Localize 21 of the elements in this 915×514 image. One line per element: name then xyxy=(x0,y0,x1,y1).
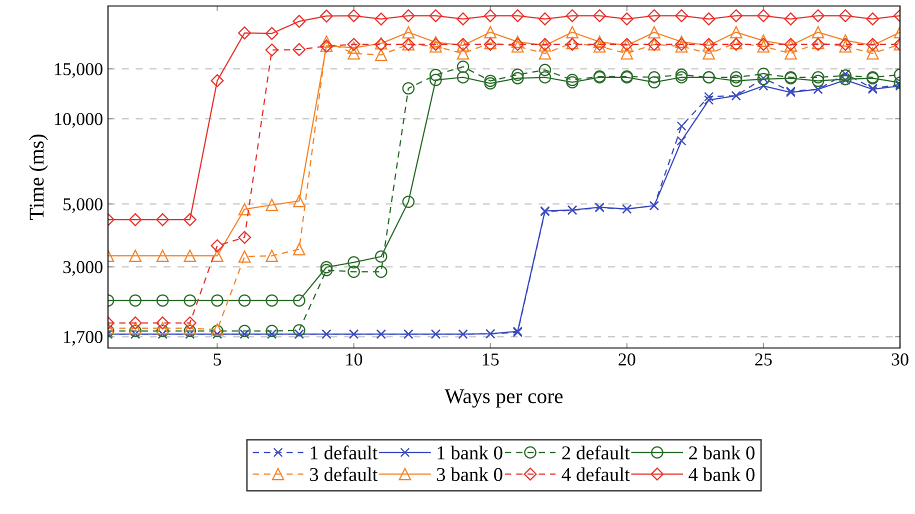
legend-label: 4 default xyxy=(562,467,630,482)
x-tick-label: 25 xyxy=(755,353,772,366)
x-tick-label: 15 xyxy=(482,353,499,366)
x-tick-label: 10 xyxy=(346,353,362,366)
x-tick-label: 30 xyxy=(892,353,908,366)
legend-label: 4 bank 0 xyxy=(688,467,754,482)
x-tick-label: 20 xyxy=(618,353,636,366)
y-tick-label: 3,000 xyxy=(63,261,102,276)
legend-label: 3 default xyxy=(310,467,378,482)
legend-label: 1 bank 0 xyxy=(438,446,502,460)
legend-label: 1 default xyxy=(310,446,378,460)
y-tick-label: 15,000 xyxy=(55,63,102,78)
y-tick-label: 5,000 xyxy=(64,198,102,213)
x-tick-label: 5 xyxy=(214,354,222,366)
y-tick-label: 1,700 xyxy=(64,330,102,346)
y-axis-title: Time (ms) xyxy=(29,134,48,220)
legend-label: 3 bank 0 xyxy=(436,467,502,482)
x-axis-title: Ways per core xyxy=(444,389,563,408)
legend-label: 2 bank 0 xyxy=(689,446,754,460)
y-tick-label: 10,000 xyxy=(55,112,102,128)
legend-label: 2 default xyxy=(562,446,630,460)
